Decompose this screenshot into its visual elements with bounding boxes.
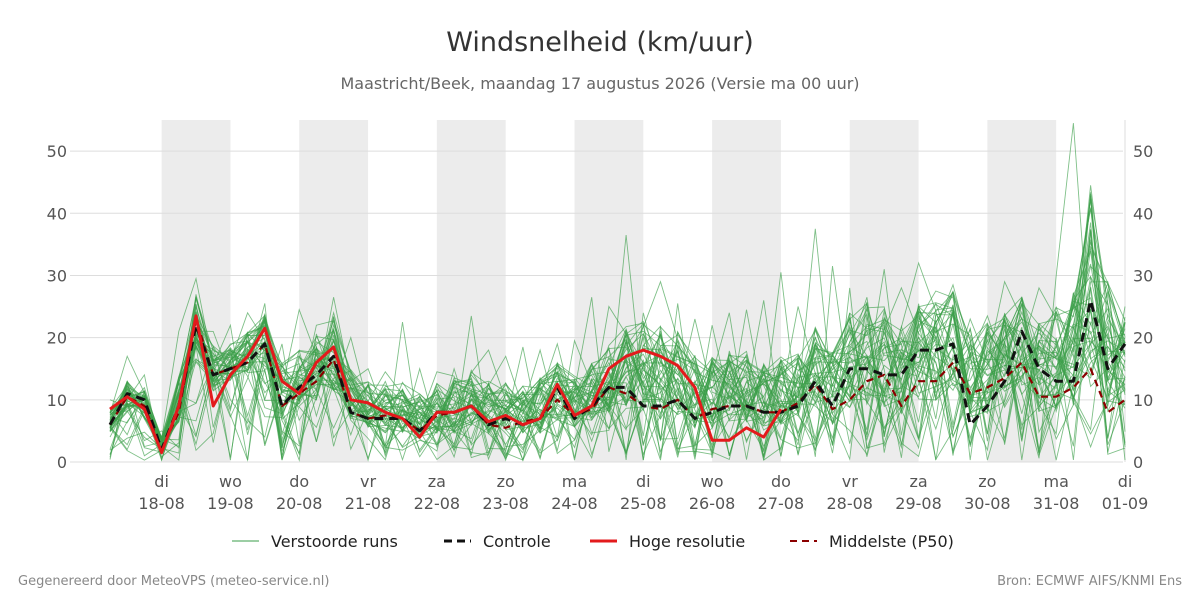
x-tick-day: di [1118, 472, 1133, 491]
ensemble-member-line [109, 296, 1126, 462]
median-line [109, 317, 1126, 451]
legend-item-perturbed[interactable]: Verstoorde runs [232, 532, 398, 551]
x-tick-date: 25-08 [620, 494, 667, 513]
x-tick-date: 20-08 [276, 494, 323, 513]
chart-title: Windsnelheid (km/uur) [446, 27, 754, 58]
y-tick-label-right: 40 [1133, 204, 1153, 223]
legend-label-perturbed: Verstoorde runs [271, 532, 398, 551]
y-tick-label-left: 40 [47, 204, 67, 223]
x-tick-day: di [154, 472, 169, 491]
high-res-line [109, 314, 783, 455]
x-tick-day: zo [978, 472, 996, 491]
x-tick-date: 19-08 [207, 494, 254, 513]
x-tick-day: za [909, 472, 927, 491]
legend-item-high-res[interactable]: Hoge resolutie [590, 532, 745, 551]
y-tick-label-left: 10 [47, 391, 67, 410]
x-tick-day: vr [842, 472, 858, 491]
y-tick-label-left: 30 [47, 266, 67, 285]
y-tick-label-left: 0 [57, 453, 67, 472]
x-tick-date: 31-08 [1033, 494, 1080, 513]
x-tick-day: di [636, 472, 651, 491]
ensemble-member-line [109, 297, 1126, 458]
ensemble-member-line [109, 286, 1126, 461]
x-tick-date: 21-08 [345, 494, 392, 513]
y-tick-label-right: 10 [1133, 391, 1153, 410]
x-tick-day: vr [360, 472, 376, 491]
y-axis-ticks: 0 0 10 10 20 20 30 30 40 40 50 50 [47, 142, 1154, 472]
x-tick-date: 26-08 [689, 494, 736, 513]
x-tick-date: 24-08 [551, 494, 598, 513]
x-tick-day: za [428, 472, 446, 491]
footer-source: Bron: ECMWF AIFS/KNMI Ens [997, 574, 1182, 589]
x-tick-date: 18-08 [138, 494, 185, 513]
x-tick-date: 22-08 [414, 494, 461, 513]
x-tick-date: 30-08 [964, 494, 1011, 513]
legend-label-median: Middelste (P50) [829, 532, 954, 551]
x-tick-date: 29-08 [895, 494, 942, 513]
x-tick-day: zo [497, 472, 515, 491]
x-tick-day: wo [219, 472, 242, 491]
x-tick-date: 01-09 [1102, 494, 1149, 513]
x-axis-ticks: di 18-08 wo 19-08 do 20-08 vr 21-08 za 22-08 zo 23-… [138, 472, 1148, 513]
y-tick-label-right: 20 [1133, 329, 1153, 348]
x-tick-day: ma [562, 472, 587, 491]
y-tick-label-left: 50 [47, 142, 67, 161]
x-tick-day: do [771, 472, 791, 491]
legend-item-median[interactable]: Middelste (P50) [790, 532, 954, 551]
y-tick-label-right: 30 [1133, 266, 1153, 285]
x-tick-day: ma [1043, 472, 1068, 491]
control-line [108, 298, 1127, 452]
x-tick-day: do [289, 472, 309, 491]
footer-generated-by: Gegenereerd door MeteoVPS (meteo-service… [18, 574, 329, 589]
y-tick-label-left: 20 [47, 329, 67, 348]
chart-subtitle: Maastricht/Beek, maandag 17 augustus 202… [340, 74, 859, 93]
y-tick-label-right: 50 [1133, 142, 1153, 161]
x-tick-day: wo [701, 472, 724, 491]
main-series-lines [108, 298, 1127, 455]
x-tick-date: 28-08 [826, 494, 873, 513]
legend: Verstoorde runs Controle Hoge resolutie … [232, 532, 954, 551]
x-tick-date: 23-08 [482, 494, 529, 513]
y-tick-label-right: 0 [1133, 453, 1143, 472]
legend-label-high-res: Hoge resolutie [629, 532, 745, 551]
legend-item-control[interactable]: Controle [444, 532, 551, 551]
legend-label-control: Controle [483, 532, 551, 551]
x-tick-date: 27-08 [758, 494, 805, 513]
